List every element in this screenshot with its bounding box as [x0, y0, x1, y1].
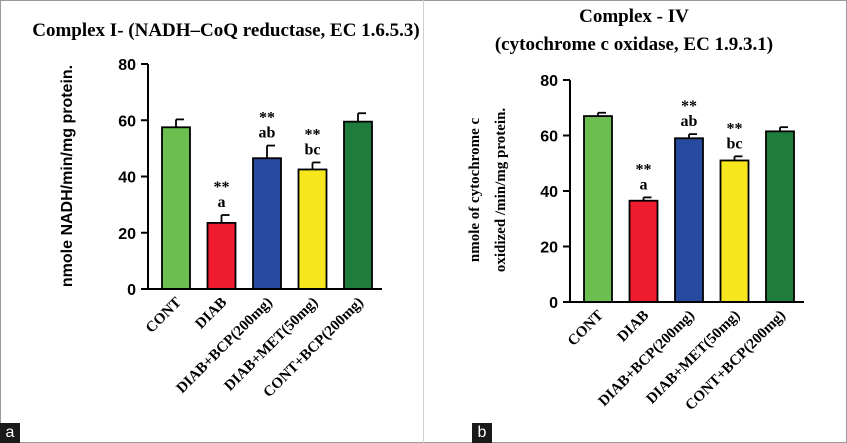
y-tick-label: 40	[540, 184, 558, 201]
y-axis-label: oxidized /min/mg protein.	[493, 108, 509, 273]
bar	[297, 168, 328, 290]
chart-title: (cytochrome c oxidase, EC 1.9.3.1)	[495, 34, 773, 55]
significance-label: **	[305, 126, 321, 143]
significance-label: **	[636, 161, 652, 178]
x-tick-label: DIAB	[192, 295, 230, 333]
significance-label: **	[681, 98, 697, 115]
significance-label: a	[640, 176, 648, 193]
chart-panel-b: Complex - IV (cytochrome c oxidase, EC 1.…	[424, 0, 844, 443]
significance-label: bc	[727, 135, 743, 152]
panel-divider	[423, 0, 424, 443]
bar	[206, 222, 237, 290]
significance-label: **	[259, 110, 275, 127]
y-tick-label: 60	[118, 113, 136, 130]
y-axis-label: nmole NADH/min/mg protein.	[59, 65, 76, 287]
chart-panel-a: Complex I- (NADH–CoQ reductase, EC 1.6.5…	[0, 0, 420, 443]
x-tick-label: DIAB	[614, 308, 652, 346]
y-axis-label: nmole of cytochrome c	[467, 118, 483, 263]
y-tick-label: 80	[540, 73, 558, 90]
y-tick-label: 0	[127, 282, 136, 299]
bar	[343, 120, 373, 290]
chart-title: Complex I- (NADH–CoQ reductase, EC 1.6.5…	[32, 20, 420, 41]
complex-i-chart: Complex I- (NADH–CoQ reductase, EC 1.6.5…	[32, 20, 420, 401]
y-tick-label: 40	[118, 170, 136, 187]
bar	[583, 115, 613, 303]
significance-label: **	[727, 120, 743, 137]
bar	[674, 137, 704, 303]
bar	[252, 157, 282, 290]
y-tick-label: 20	[118, 226, 136, 243]
panel-label-a: a	[0, 423, 20, 443]
significance-label: **	[214, 179, 230, 196]
bar	[719, 159, 750, 303]
y-tick-label: 0	[549, 295, 558, 312]
bar	[161, 126, 191, 290]
significance-label: a	[218, 194, 226, 211]
y-tick-label: 80	[118, 57, 136, 74]
significance-label: ab	[259, 125, 276, 142]
x-tick-label: CONT	[565, 308, 607, 350]
bar	[765, 130, 795, 303]
panel-label-b: b	[472, 423, 492, 443]
significance-label: bc	[305, 141, 321, 158]
significance-label: ab	[681, 113, 698, 130]
x-tick-label: CONT	[143, 295, 185, 337]
chart-title: Complex - IV	[579, 6, 689, 27]
y-tick-label: 60	[540, 129, 558, 146]
y-tick-label: 20	[540, 240, 558, 257]
complex-iv-chart: Complex - IV (cytochrome c oxidase, EC 1.…	[467, 6, 804, 414]
bar	[628, 199, 659, 303]
